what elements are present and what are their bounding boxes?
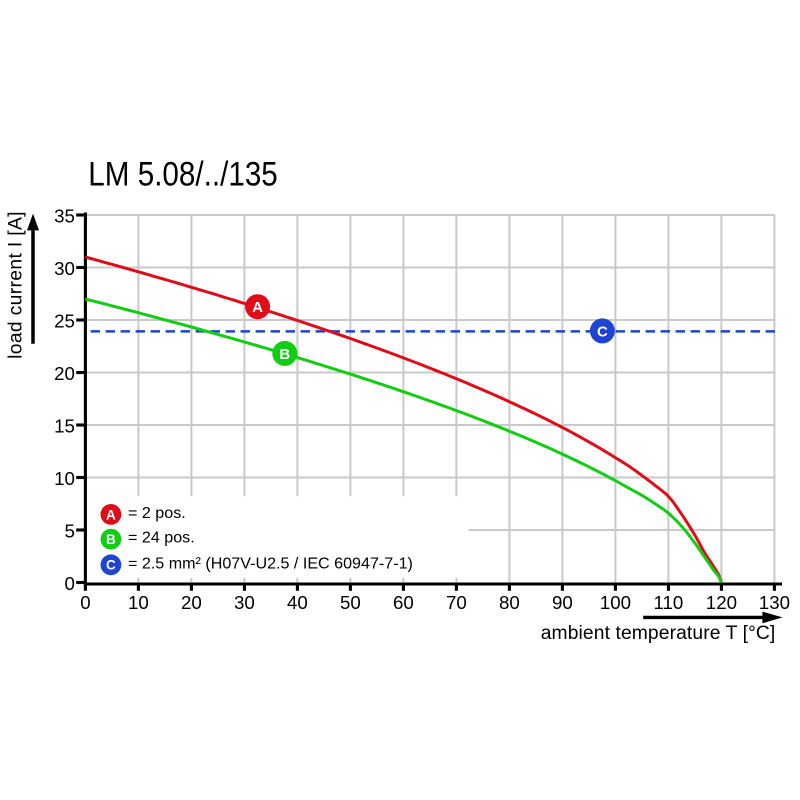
svg-text:30: 30 — [54, 258, 75, 279]
svg-text:LM 5.08/../135: LM 5.08/../135 — [88, 156, 277, 194]
svg-text:110: 110 — [654, 592, 684, 613]
svg-text:25: 25 — [54, 311, 75, 332]
svg-text:100: 100 — [600, 592, 631, 613]
svg-text:50: 50 — [340, 592, 361, 613]
svg-text:load current I [A]: load current I [A] — [5, 211, 26, 359]
svg-text:0: 0 — [64, 573, 74, 594]
svg-text:10: 10 — [54, 468, 75, 489]
svg-text:15: 15 — [54, 416, 75, 437]
svg-text:20: 20 — [54, 363, 75, 384]
svg-text:0: 0 — [80, 592, 90, 613]
svg-text:30: 30 — [234, 592, 255, 613]
svg-text:ambient temperature T [°C]: ambient temperature T [°C] — [541, 623, 776, 644]
svg-text:80: 80 — [499, 592, 520, 613]
svg-text:= 24 pos.: = 24 pos. — [128, 529, 195, 547]
svg-text:= 2 pos.: = 2 pos. — [128, 504, 186, 522]
svg-text:120: 120 — [706, 592, 737, 613]
svg-text:5: 5 — [64, 521, 74, 542]
svg-text:35: 35 — [54, 206, 75, 227]
svg-text:B: B — [106, 532, 116, 547]
svg-text:40: 40 — [287, 592, 308, 613]
svg-text:130: 130 — [759, 592, 790, 613]
svg-text:A: A — [106, 507, 116, 522]
svg-text:C: C — [106, 558, 116, 573]
svg-text:C: C — [597, 323, 608, 340]
svg-text:20: 20 — [181, 592, 202, 613]
svg-text:10: 10 — [128, 592, 149, 613]
svg-text:70: 70 — [446, 592, 467, 613]
svg-text:A: A — [252, 299, 263, 316]
svg-text:B: B — [279, 346, 290, 363]
svg-text:90: 90 — [552, 592, 573, 613]
svg-text:= 2.5 mm² (H07V-U2.5 / IEC 609: = 2.5 mm² (H07V-U2.5 / IEC 60947-7-1) — [128, 554, 413, 572]
svg-text:60: 60 — [393, 592, 414, 613]
